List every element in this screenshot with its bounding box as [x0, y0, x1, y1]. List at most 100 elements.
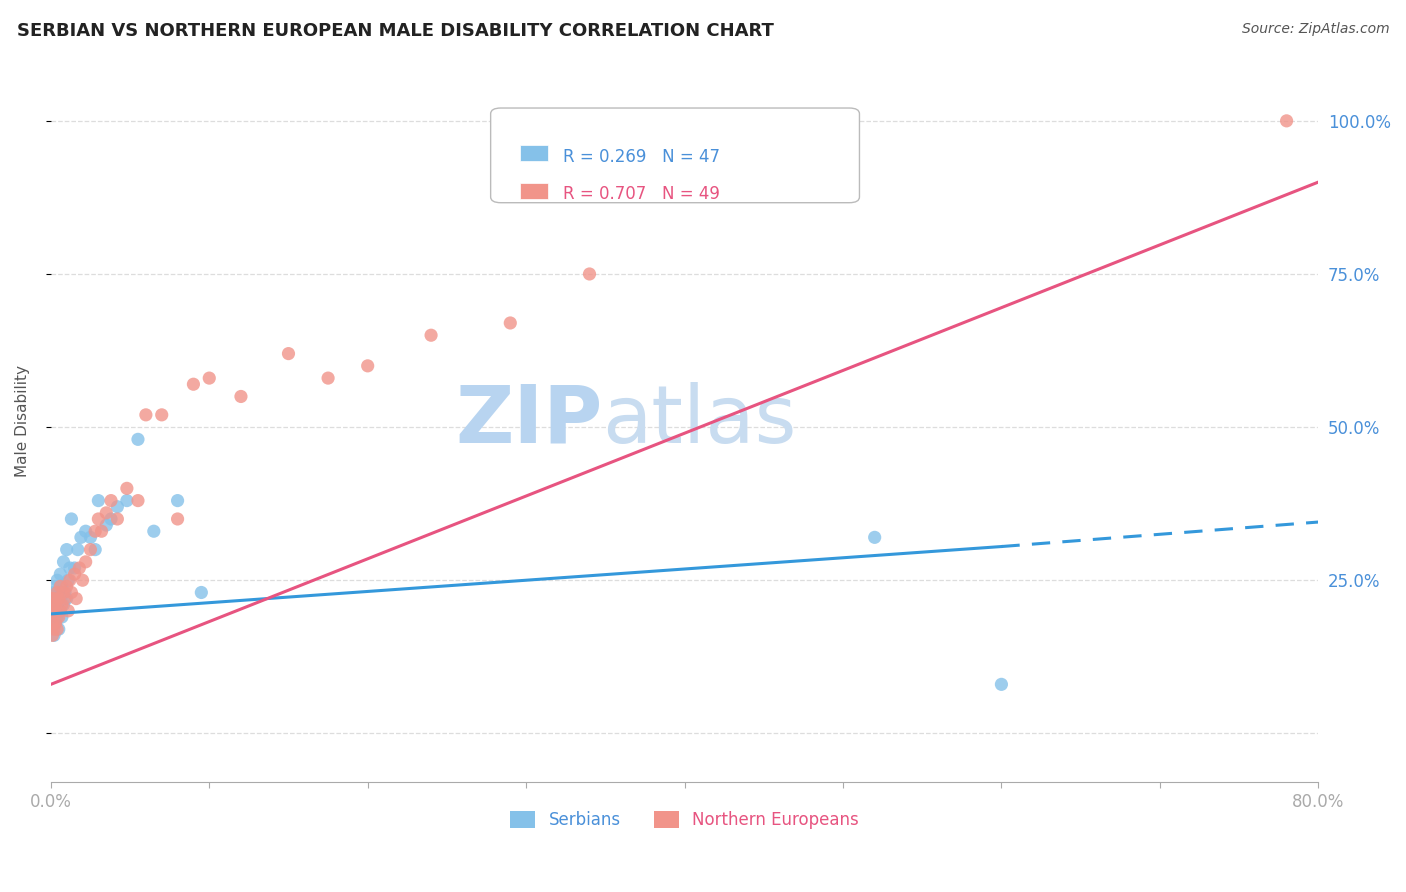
Point	[420, 328, 443, 343]
Point	[45, 598, 67, 612]
Point	[42, 610, 65, 624]
Point	[48, 585, 70, 599]
Point	[70, 530, 93, 544]
Point	[142, 524, 165, 539]
FancyBboxPatch shape	[491, 108, 859, 202]
Point	[49, 604, 72, 618]
Point	[41, 616, 63, 631]
Point	[51, 610, 73, 624]
Point	[59, 561, 82, 575]
Point	[48, 610, 70, 624]
Text: R = 0.707   N = 49: R = 0.707 N = 49	[562, 186, 720, 203]
Point	[63, 561, 86, 575]
Point	[41, 591, 63, 606]
Point	[79, 530, 101, 544]
Point	[100, 512, 122, 526]
Point	[45, 579, 67, 593]
Point	[46, 585, 69, 599]
Point	[67, 561, 90, 575]
Point	[84, 542, 107, 557]
Point	[46, 598, 69, 612]
Point	[55, 579, 77, 593]
Point	[41, 604, 63, 618]
Point	[357, 359, 380, 373]
Point	[105, 500, 128, 514]
Point	[49, 604, 72, 618]
Point	[63, 567, 86, 582]
Point	[96, 506, 118, 520]
Point	[49, 579, 72, 593]
Point	[51, 598, 73, 612]
Point	[58, 604, 80, 618]
Text: R = 0.269   N = 47: R = 0.269 N = 47	[562, 148, 720, 166]
Bar	[520, 145, 548, 161]
Point	[41, 628, 63, 642]
Point	[55, 591, 77, 606]
Point	[229, 389, 252, 403]
Point	[115, 493, 138, 508]
Point	[55, 542, 77, 557]
Point	[105, 512, 128, 526]
Point	[127, 433, 149, 447]
Point	[65, 591, 87, 606]
Point	[90, 524, 112, 539]
Point	[578, 267, 600, 281]
Point	[42, 604, 65, 618]
Point	[166, 493, 188, 508]
Point	[42, 598, 65, 612]
Point	[42, 628, 65, 642]
Point	[46, 610, 69, 624]
Point	[1275, 113, 1298, 128]
Point	[49, 591, 72, 606]
Point	[52, 555, 75, 569]
Point	[52, 585, 75, 599]
Point	[48, 622, 70, 636]
Point	[150, 408, 173, 422]
Point	[41, 604, 63, 618]
Text: ZIP: ZIP	[456, 382, 602, 460]
Point	[316, 371, 339, 385]
Point	[84, 524, 107, 539]
Point	[42, 585, 65, 599]
Point	[60, 585, 83, 599]
Point	[115, 481, 138, 495]
Point	[48, 591, 70, 606]
Point	[60, 512, 83, 526]
Y-axis label: Male Disability: Male Disability	[15, 365, 30, 477]
Point	[100, 493, 122, 508]
Point	[46, 622, 69, 636]
Point	[87, 512, 110, 526]
Point	[75, 524, 97, 539]
Point	[135, 408, 157, 422]
Point	[190, 585, 212, 599]
Point	[66, 542, 89, 557]
Text: Source: ZipAtlas.com: Source: ZipAtlas.com	[1241, 22, 1389, 37]
Point	[58, 573, 80, 587]
Point	[75, 555, 97, 569]
Point	[45, 591, 67, 606]
Bar	[520, 183, 548, 199]
Point	[79, 542, 101, 557]
Point	[51, 579, 73, 593]
Point	[45, 616, 67, 631]
Point	[45, 616, 67, 631]
Point	[42, 622, 65, 636]
Point	[41, 591, 63, 606]
Text: atlas: atlas	[602, 382, 797, 460]
Point	[863, 530, 886, 544]
Point	[183, 377, 205, 392]
Point	[59, 573, 82, 587]
Point	[166, 512, 188, 526]
Point	[87, 493, 110, 508]
Point	[277, 346, 299, 360]
Point	[53, 585, 76, 599]
Text: SERBIAN VS NORTHERN EUROPEAN MALE DISABILITY CORRELATION CHART: SERBIAN VS NORTHERN EUROPEAN MALE DISABI…	[17, 22, 773, 40]
Point	[48, 604, 70, 618]
Point	[53, 591, 76, 606]
Point	[52, 598, 75, 612]
Point	[41, 616, 63, 631]
Point	[46, 573, 69, 587]
Point	[127, 493, 149, 508]
Point	[198, 371, 221, 385]
Point	[42, 591, 65, 606]
